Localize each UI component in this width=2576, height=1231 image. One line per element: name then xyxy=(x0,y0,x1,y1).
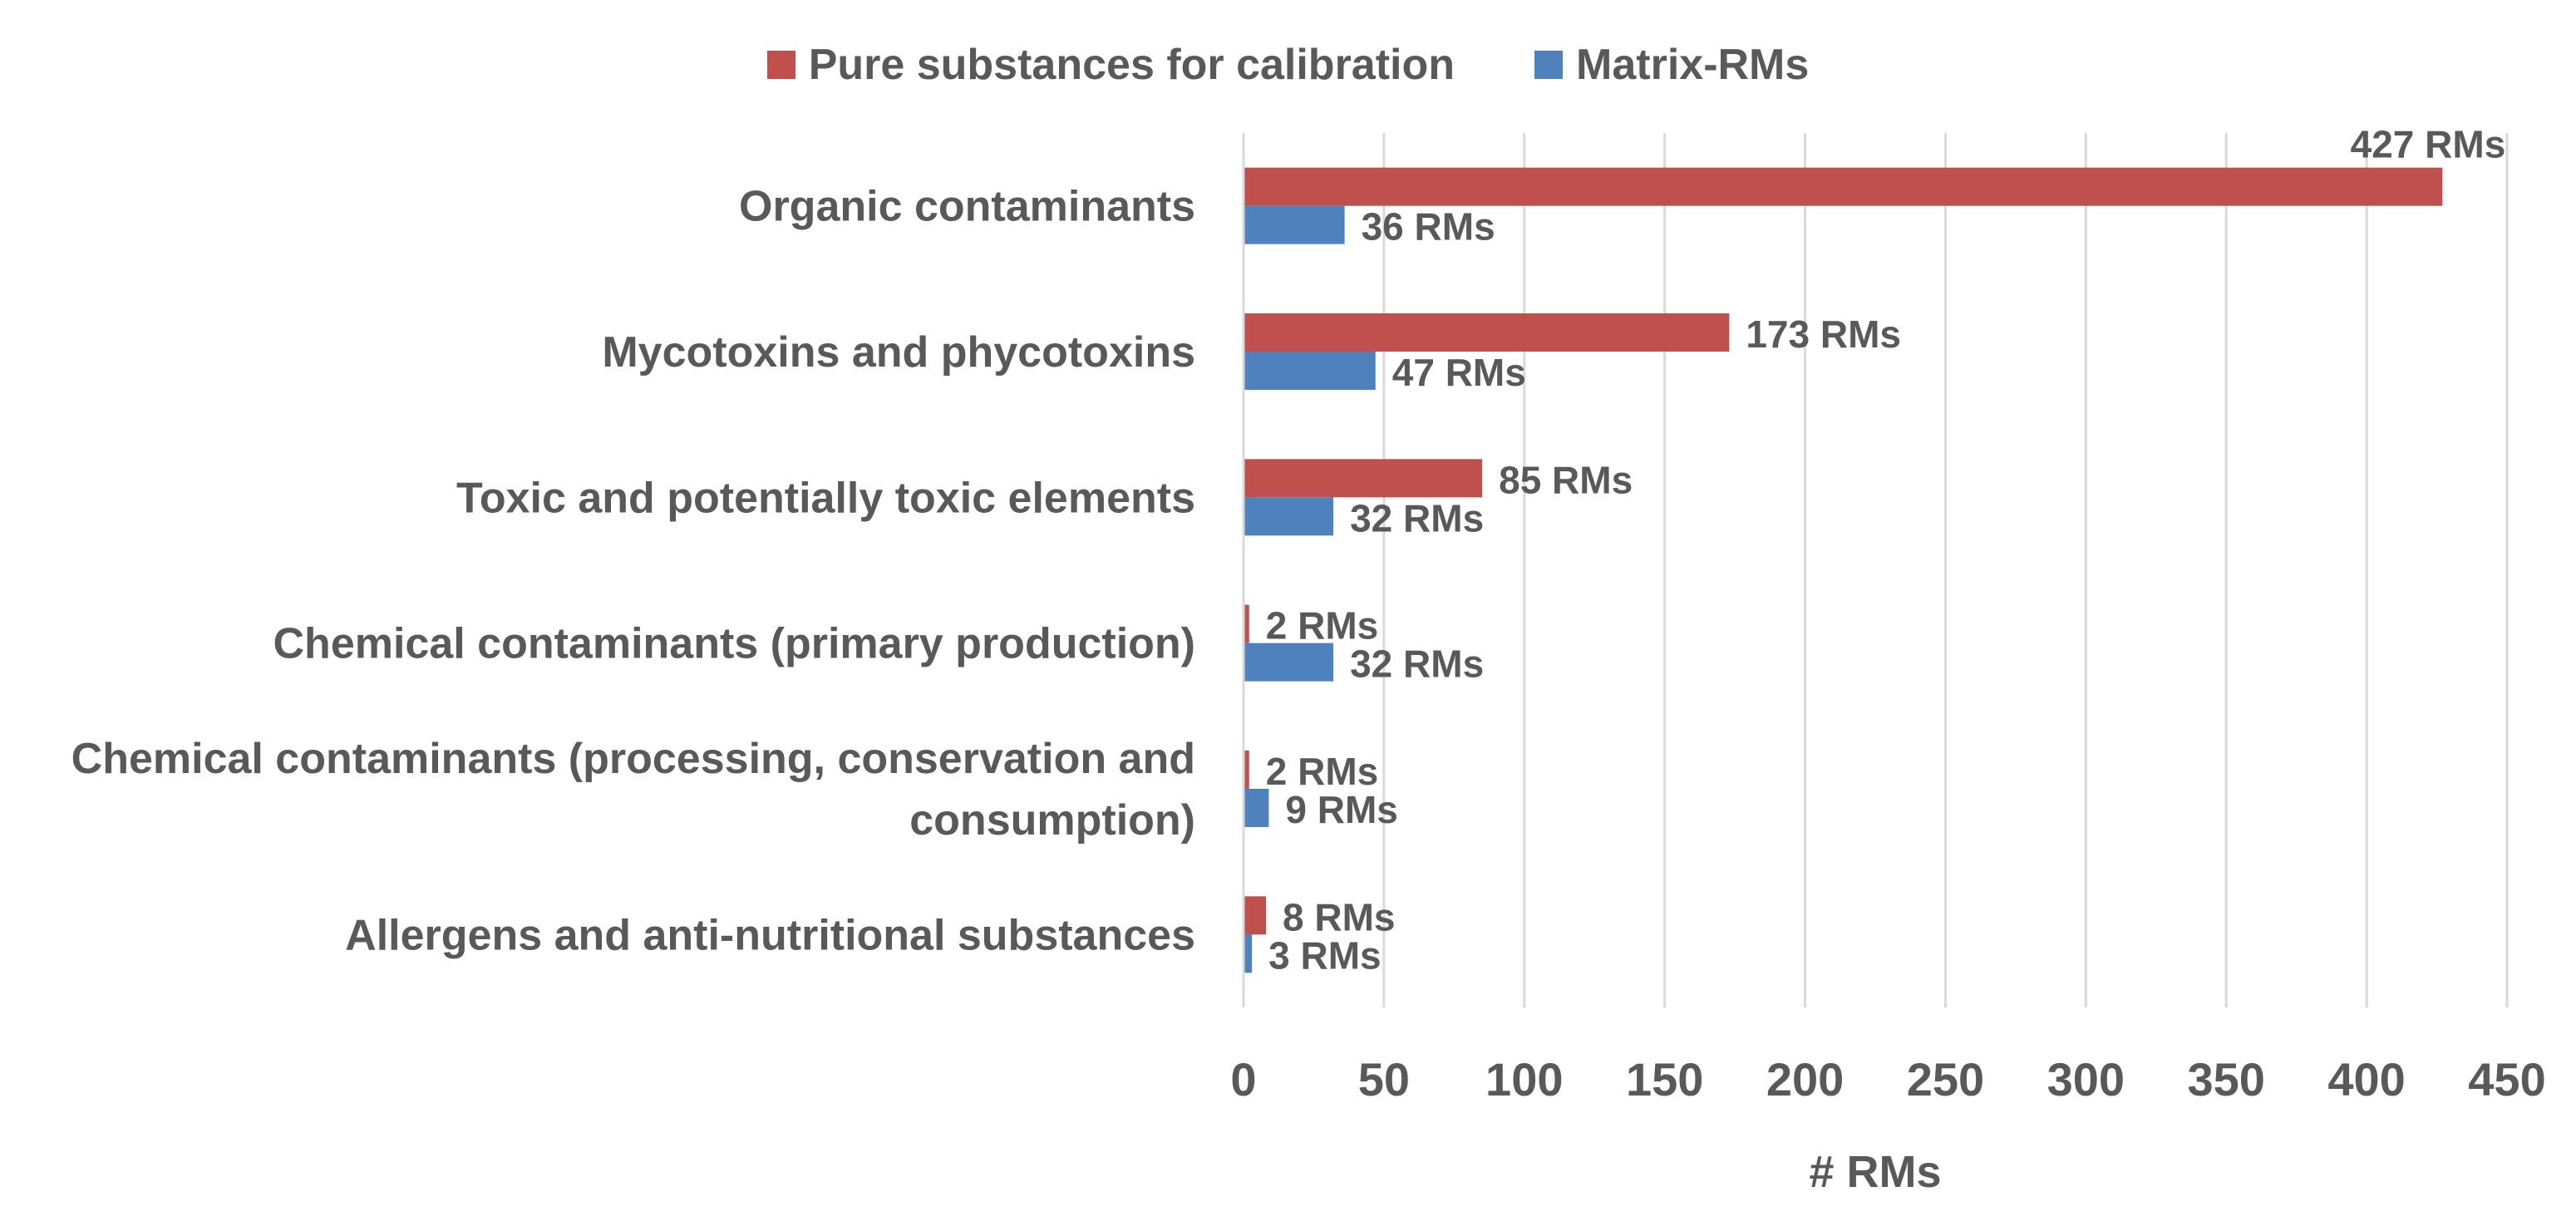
data-label-pure-substances-5: 8 RMs xyxy=(1283,895,1395,938)
legend-swatch-pure-substances xyxy=(766,51,795,79)
x-tick-label-0: 0 xyxy=(1230,1053,1256,1105)
x-tick-label-150: 150 xyxy=(1626,1053,1703,1105)
data-label-matrix-rms-0: 36 RMs xyxy=(1362,205,1495,249)
data-label-pure-substances-1: 173 RMs xyxy=(1746,313,1901,356)
data-label-matrix-rms-3: 32 RMs xyxy=(1350,643,1484,686)
bar-pure-substances-4 xyxy=(1244,751,1249,789)
category-label-2: Toxic and potentially toxic elements xyxy=(456,474,1195,522)
x-tick-label-350: 350 xyxy=(2188,1053,2265,1105)
data-label-matrix-rms-5: 3 RMs xyxy=(1268,933,1381,977)
bar-pure-substances-2 xyxy=(1244,459,1483,498)
legend-item-pure-substances: Pure substances for calibration xyxy=(766,40,1455,90)
x-tick-label-400: 400 xyxy=(2327,1053,2405,1105)
x-tick-label-250: 250 xyxy=(1907,1053,1984,1105)
legend-swatch-matrix-rms xyxy=(1534,51,1564,79)
bar-pure-substances-1 xyxy=(1244,313,1730,352)
data-label-matrix-rms-4: 9 RMs xyxy=(1285,788,1397,831)
x-tick-label-50: 50 xyxy=(1358,1053,1410,1105)
x-tick-label-100: 100 xyxy=(1485,1053,1563,1105)
category-label-4-line-0: Chemical contaminants (processing, conse… xyxy=(71,735,1195,783)
data-label-pure-substances-0: 427 RMs xyxy=(2351,123,2506,166)
data-label-pure-substances-3: 2 RMs xyxy=(1266,604,1378,648)
bar-matrix-rms-0 xyxy=(1244,205,1345,244)
data-label-pure-substances-4: 2 RMs xyxy=(1266,750,1378,793)
data-label-matrix-rms-2: 32 RMs xyxy=(1350,496,1484,539)
bar-matrix-rms-4 xyxy=(1244,789,1269,827)
bar-matrix-rms-3 xyxy=(1244,643,1334,682)
legend-item-matrix-rms: Matrix-RMs xyxy=(1534,40,1809,90)
bar-matrix-rms-5 xyxy=(1244,934,1253,973)
category-label-0: Organic contaminants xyxy=(739,183,1195,231)
bar-pure-substances-0 xyxy=(1244,167,2443,206)
category-label-5: Allergens and anti-nutritional substance… xyxy=(345,911,1195,959)
legend: Pure substances for calibration Matrix-R… xyxy=(0,40,2576,90)
x-axis-title: # RMs xyxy=(1809,1147,1941,1197)
category-label-1: Mycotoxins and phycotoxins xyxy=(602,328,1195,377)
legend-label-matrix-rms: Matrix-RMs xyxy=(1576,41,1810,89)
data-label-matrix-rms-1: 47 RMs xyxy=(1392,351,1526,394)
category-label-4-line-1: consumption) xyxy=(909,796,1195,844)
bar-pure-substances-5 xyxy=(1244,896,1267,935)
category-label-3: Chemical contaminants (primary productio… xyxy=(273,620,1196,668)
x-tick-label-450: 450 xyxy=(2468,1053,2545,1105)
bar-matrix-rms-1 xyxy=(1244,352,1376,390)
bar-matrix-rms-2 xyxy=(1244,497,1334,536)
bar-pure-substances-3 xyxy=(1244,604,1249,643)
x-tick-label-300: 300 xyxy=(2047,1053,2125,1105)
data-label-pure-substances-2: 85 RMs xyxy=(1499,458,1633,501)
x-tick-label-200: 200 xyxy=(1766,1053,1844,1105)
legend-label-pure-substances: Pure substances for calibration xyxy=(808,41,1455,89)
